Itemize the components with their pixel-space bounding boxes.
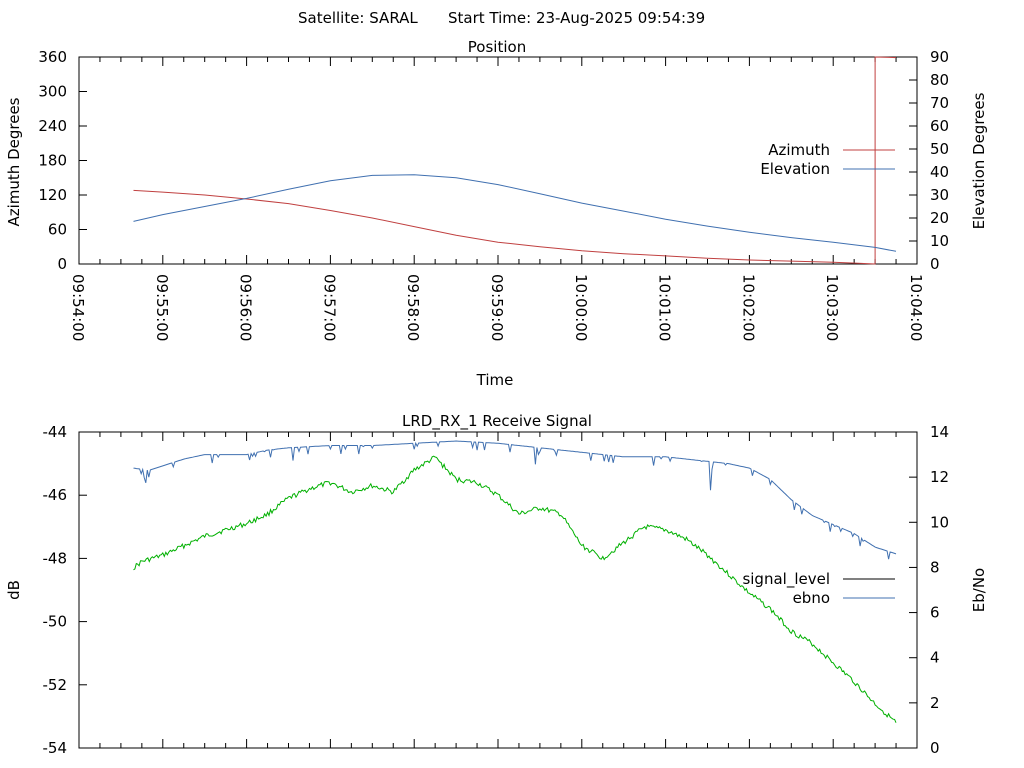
signal-chart: LRD_RX_1 Receive Signal -44-46-48-50-52-… xyxy=(5,412,988,757)
signal-chart-title: LRD_RX_1 Receive Signal xyxy=(402,412,592,431)
y2-tick-label: 10 xyxy=(930,232,949,250)
position-chart-title: Position xyxy=(468,38,526,56)
y2-tick-label: 20 xyxy=(930,209,949,227)
y-tick-label: -46 xyxy=(43,486,68,504)
x-tick-label: 10:03:00 xyxy=(823,274,841,341)
y2-tick-label: 30 xyxy=(930,186,949,204)
y2-tick-label: 4 xyxy=(930,649,940,667)
y2-tick-label: 40 xyxy=(930,163,949,181)
y2-tick-label: 12 xyxy=(930,468,949,486)
y2-tick-label: 0 xyxy=(930,739,940,757)
position-x-axis-label: Time xyxy=(476,371,514,389)
position-chart: Position 09:54:00 09:55:00 09:56:00 09:57:0… xyxy=(5,38,988,389)
x-tick-label: 09:55:00 xyxy=(153,274,171,341)
series-line-signal-level xyxy=(133,455,897,723)
series-line-azimuth xyxy=(133,56,897,265)
signal-tick-group: -44 -46 -48 -50 -52 -54 0 2 4 6 8 10 12 14 xyxy=(43,423,950,757)
x-tick-label: 10:01:00 xyxy=(656,274,674,341)
y-tick-label: 0 xyxy=(57,255,67,273)
y2-tick-label: 90 xyxy=(930,48,949,66)
x-tick-label: 09:58:00 xyxy=(404,274,422,341)
y2-tick-label: 60 xyxy=(930,117,949,135)
x-tick-label: 09:57:00 xyxy=(320,274,338,341)
y-tick-label: 60 xyxy=(48,221,67,239)
position-series-group xyxy=(133,56,897,265)
ebno-axis-label: Eb/No xyxy=(970,568,988,612)
y2-tick-label: 14 xyxy=(930,423,949,441)
position-tick-group: 09:54:00 09:55:00 09:56:00 09:57:00 09:58:00… xyxy=(38,48,949,341)
y2-tick-label: 50 xyxy=(930,140,949,158)
y2-tick-label: 70 xyxy=(930,94,949,112)
x-tick-label: 10:02:00 xyxy=(739,274,757,341)
azimuth-axis-label: Azimuth Degrees xyxy=(5,97,23,226)
legend-label-signal-level: signal_level xyxy=(742,570,830,589)
y2-tick-label: 6 xyxy=(930,604,940,622)
y-tick-label: 180 xyxy=(38,152,67,170)
series-line-ebno xyxy=(133,440,897,560)
satellite-label: Satellite: SARAL xyxy=(298,9,418,27)
legend-label-elevation: Elevation xyxy=(760,160,830,178)
y2-tick-label: 8 xyxy=(930,558,940,576)
series-line-elevation xyxy=(133,174,897,252)
x-tick-label: 09:59:00 xyxy=(488,274,506,341)
y2-tick-label: 2 xyxy=(930,694,940,712)
y2-tick-label: 80 xyxy=(930,71,949,89)
elevation-axis-label: Elevation Degrees xyxy=(970,92,988,229)
y-tick-label: -44 xyxy=(43,423,68,441)
y-tick-label: 120 xyxy=(38,186,67,204)
x-tick-label: 09:54:00 xyxy=(69,274,87,341)
y-tick-label: -52 xyxy=(43,676,68,694)
y2-tick-label: 0 xyxy=(930,255,940,273)
y2-tick-label: 10 xyxy=(930,513,949,531)
x-tick-label: 10:00:00 xyxy=(572,274,590,341)
y-tick-label: -50 xyxy=(43,613,68,631)
legend-label-ebno: ebno xyxy=(793,589,830,607)
x-tick-label: 09:56:00 xyxy=(237,274,255,341)
signal-series-group xyxy=(133,440,897,723)
y-tick-label: 300 xyxy=(38,83,67,101)
db-axis-label: dB xyxy=(5,580,23,600)
y-tick-label: 360 xyxy=(38,48,67,66)
y-tick-label: -48 xyxy=(43,549,68,567)
start-time-label: Start Time: 23-Aug-2025 09:54:39 xyxy=(448,9,705,27)
y-tick-label: -54 xyxy=(43,739,68,757)
legend-label-azimuth: Azimuth xyxy=(768,141,830,159)
x-tick-label: 10:04:00 xyxy=(907,274,925,341)
y-tick-label: 240 xyxy=(38,117,67,135)
